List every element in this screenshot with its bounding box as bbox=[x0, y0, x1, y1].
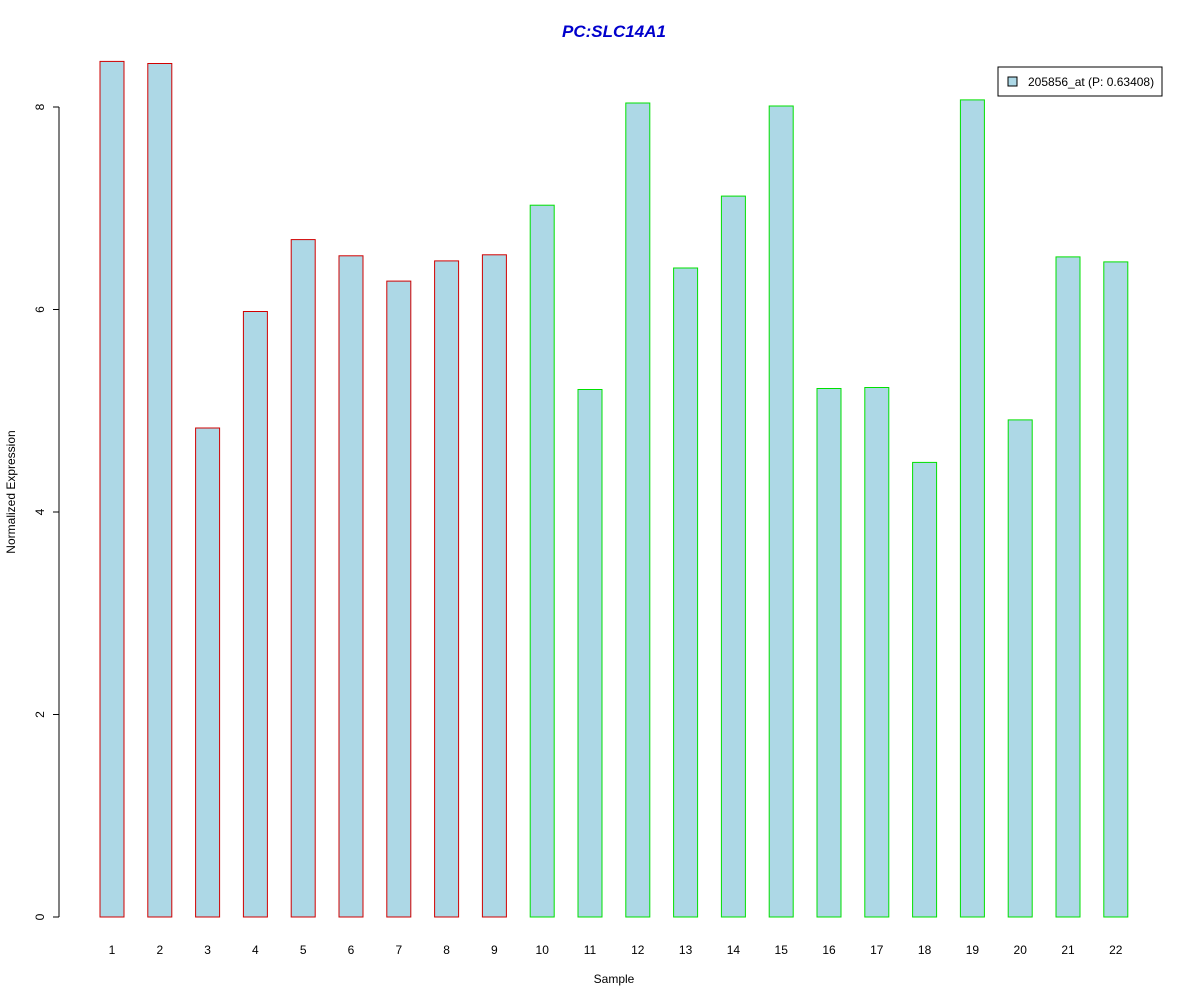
y-tick-label: 8 bbox=[33, 103, 47, 110]
x-tick-label: 15 bbox=[775, 943, 789, 957]
x-tick-label: 6 bbox=[348, 943, 355, 957]
bar-sample-2 bbox=[147, 63, 173, 918]
y-tick-label: 0 bbox=[33, 913, 47, 920]
bar-sample-12 bbox=[625, 102, 651, 918]
x-tick-label: 9 bbox=[491, 943, 498, 957]
x-tick-label: 2 bbox=[156, 943, 163, 957]
legend-box bbox=[997, 66, 1163, 97]
bar-sample-3 bbox=[195, 427, 221, 918]
x-tick-label: 4 bbox=[252, 943, 259, 957]
bar-sample-22 bbox=[1103, 261, 1129, 918]
x-tick-label: 8 bbox=[443, 943, 450, 957]
y-tick-label: 4 bbox=[33, 508, 47, 515]
legend: 205856_at (P: 0.63408) bbox=[997, 66, 1163, 97]
bar-sample-15 bbox=[768, 105, 794, 918]
bar-sample-18 bbox=[912, 461, 938, 918]
x-tick-label: 3 bbox=[204, 943, 211, 957]
legend-swatch bbox=[1007, 76, 1018, 87]
x-tick-label: 14 bbox=[727, 943, 741, 957]
bar-sample-9 bbox=[481, 254, 507, 918]
x-tick-label: 12 bbox=[631, 943, 645, 957]
bar-sample-10 bbox=[529, 204, 555, 918]
y-axis-ticks: 0 2 4 6 8 bbox=[33, 103, 59, 920]
x-axis-label: Sample bbox=[594, 972, 635, 986]
bar-sample-5 bbox=[290, 239, 316, 918]
bar-sample-11 bbox=[577, 389, 603, 918]
bar-sample-1 bbox=[99, 60, 125, 918]
y-axis-label: Normalized Expression bbox=[4, 430, 18, 553]
x-tick-label: 17 bbox=[870, 943, 884, 957]
x-axis-tick-labels: 1 2 3 4 5 6 7 8 9 10 11 12 13 14 15 16 17 18 19 20 21 22 bbox=[109, 943, 1123, 957]
bar-sample-21 bbox=[1055, 256, 1081, 918]
bar-sample-19 bbox=[959, 99, 985, 918]
bar-sample-7 bbox=[386, 280, 412, 918]
x-tick-label: 19 bbox=[966, 943, 980, 957]
bar-sample-6 bbox=[338, 255, 364, 918]
x-tick-label: 11 bbox=[584, 943, 597, 957]
bar-sample-20 bbox=[1007, 419, 1033, 918]
x-tick-label: 21 bbox=[1061, 943, 1075, 957]
bars-group bbox=[99, 60, 1129, 918]
chart-title: PC:SLC14A1 bbox=[562, 22, 666, 41]
x-tick-label: 7 bbox=[395, 943, 402, 957]
x-tick-label: 10 bbox=[536, 943, 550, 957]
x-tick-label: 16 bbox=[822, 943, 836, 957]
x-tick-label: 1 bbox=[109, 943, 116, 957]
x-tick-label: 13 bbox=[679, 943, 693, 957]
bar-sample-17 bbox=[864, 387, 890, 918]
legend-label: 205856_at (P: 0.63408) bbox=[1028, 75, 1154, 89]
bar-sample-16 bbox=[816, 388, 842, 918]
bar-sample-8 bbox=[434, 260, 460, 918]
bar-sample-13 bbox=[673, 267, 699, 918]
bar-sample-14 bbox=[720, 195, 746, 918]
y-tick-label: 2 bbox=[33, 711, 47, 718]
y-tick-label: 6 bbox=[33, 306, 47, 313]
x-tick-label: 20 bbox=[1014, 943, 1028, 957]
x-tick-label: 22 bbox=[1109, 943, 1123, 957]
x-tick-label: 18 bbox=[918, 943, 932, 957]
bar-sample-4 bbox=[242, 311, 268, 918]
x-tick-label: 5 bbox=[300, 943, 307, 957]
